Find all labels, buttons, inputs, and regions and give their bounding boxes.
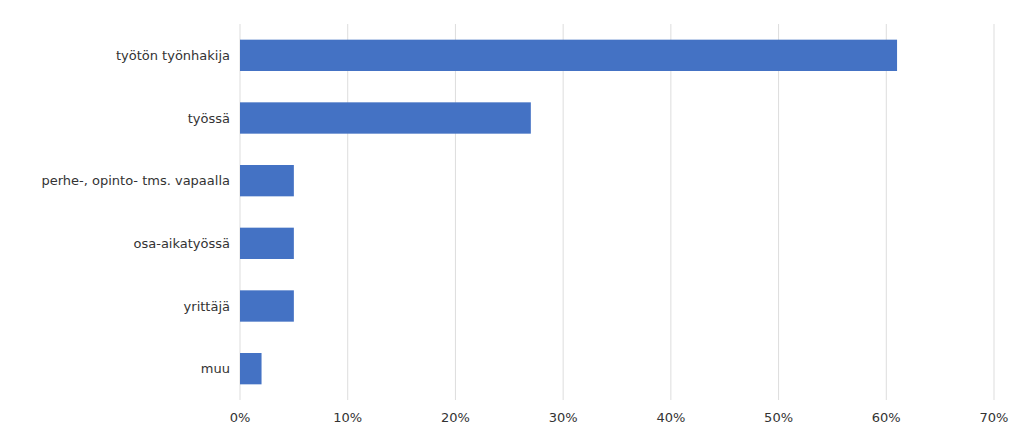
x-tick-label: 60% bbox=[872, 410, 901, 425]
y-tick-label: muu bbox=[201, 361, 230, 376]
x-tick-label: 70% bbox=[980, 410, 1009, 425]
bar bbox=[240, 290, 294, 321]
y-axis: muu yrittäjä osa-aikatyössä perhe-, opinto-… bbox=[41, 48, 230, 376]
grid-line bbox=[563, 24, 564, 400]
x-tick-label: 0% bbox=[230, 410, 251, 425]
grid-line bbox=[778, 24, 779, 400]
y-tick-label: yrittäjä bbox=[184, 299, 230, 314]
y-tick-label: perhe-, opinto- tms. vapaalla bbox=[41, 173, 230, 188]
grid bbox=[240, 24, 994, 400]
y-tick-label: työtön työnhakija bbox=[116, 48, 230, 63]
x-tick-label: 50% bbox=[764, 410, 793, 425]
bars bbox=[240, 40, 897, 385]
bar bbox=[240, 40, 897, 71]
x-axis: 0% 10% 20% 30% 40% 50% 60% 70% bbox=[230, 410, 1009, 425]
x-tick-label: 40% bbox=[656, 410, 685, 425]
grid-line bbox=[240, 24, 241, 400]
chart-svg: 0% 10% 20% 30% 40% 50% 60% 70% muu yrittäjä osa-ai… bbox=[0, 0, 1024, 448]
grid-line bbox=[347, 24, 348, 400]
grid-line bbox=[670, 24, 671, 400]
chart-container: 0% 10% 20% 30% 40% 50% 60% 70% muu yrittäjä osa-ai… bbox=[0, 0, 1024, 448]
y-tick-label: osa-aikatyössä bbox=[134, 236, 230, 251]
grid-line bbox=[455, 24, 456, 400]
bar bbox=[240, 165, 294, 196]
bar bbox=[240, 353, 262, 384]
x-tick-label: 10% bbox=[333, 410, 362, 425]
y-tick-label: työssä bbox=[188, 111, 230, 126]
bar bbox=[240, 228, 294, 259]
grid-line bbox=[886, 24, 887, 400]
grid-line bbox=[994, 24, 995, 400]
x-tick-label: 30% bbox=[549, 410, 578, 425]
bar bbox=[240, 102, 531, 133]
x-tick-label: 20% bbox=[441, 410, 470, 425]
